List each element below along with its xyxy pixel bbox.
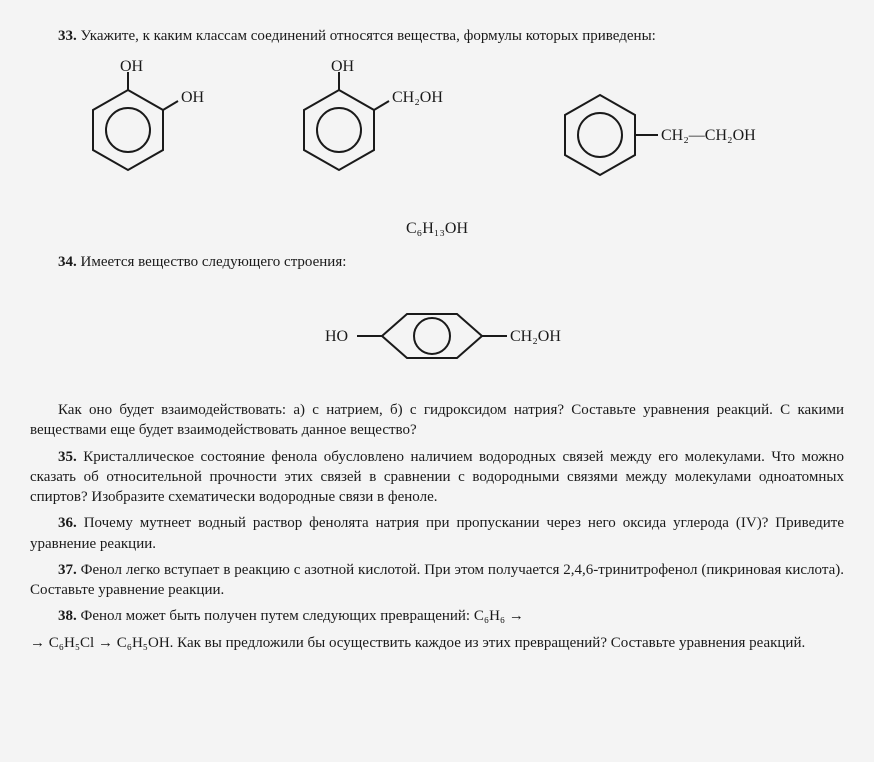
q33-text: 33. Укажите, к каким классам соединений …: [30, 26, 844, 46]
struct4-ho: HO: [325, 328, 348, 345]
q37-number: 37.: [58, 562, 77, 578]
struct-2: OH CH₂OH: [277, 60, 477, 210]
q33-formula: C₆H₁₃OH: [30, 218, 844, 240]
q33-number: 33.: [58, 28, 77, 44]
q36-text: 36. Почему мутнеет водный раствор феноля…: [30, 513, 844, 554]
q34-number: 34.: [58, 254, 77, 270]
struct4-ch2oh: CH₂OH: [510, 328, 561, 345]
q37-text: 37. Фенол легко вступает в реакцию с азо…: [30, 560, 844, 601]
q38-text-b: → С₆Н₅Сl → С₆Н₅ОН. Как вы предложили бы …: [30, 633, 844, 653]
struct1-oh-right: OH: [181, 89, 205, 106]
struct2-oh-top: OH: [331, 60, 355, 75]
struct3-ch2ch2oh: CH₂—CH₂OH: [661, 127, 756, 144]
q38-number: 38.: [58, 608, 77, 624]
q34-text: 34. Имеется вещество следующего строения…: [30, 252, 844, 272]
q34-structure: HO CH₂OH: [30, 286, 844, 386]
struct-1: OH OH: [66, 60, 206, 210]
struct-4: HO CH₂OH: [277, 286, 597, 386]
q38-text-a: 38. Фенол может быть получен путем следу…: [30, 606, 844, 626]
q33-structures: OH OH OH CH₂OH CH₂—CH₂OH: [30, 60, 844, 210]
q35-number: 35.: [58, 449, 77, 465]
struct-3: CH₂—CH₂OH: [548, 75, 808, 195]
q35-text: 35. Кристаллическое состояние фенола обу…: [30, 447, 844, 508]
struct1-oh-top: OH: [120, 60, 144, 75]
q36-number: 36.: [58, 515, 77, 531]
struct2-ch2oh: CH₂OH: [392, 89, 443, 106]
q34-after: Как оно будет взаимодействовать: а) с на…: [30, 400, 844, 441]
